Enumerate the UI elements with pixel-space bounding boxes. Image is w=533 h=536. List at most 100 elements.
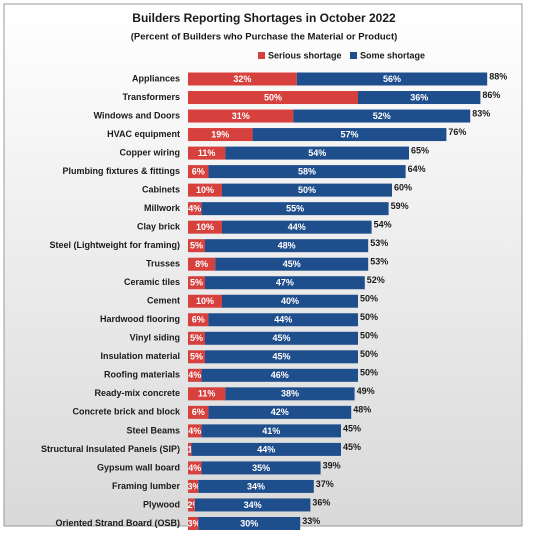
bar-segment (222, 183, 392, 197)
bar-segment (188, 146, 226, 160)
data-label: 52% (373, 111, 391, 121)
y-tick-label: Concrete brick and block (72, 407, 181, 417)
bar-segment (188, 276, 205, 290)
total-label: 76% (448, 127, 466, 137)
y-tick-label: Vinyl siding (130, 333, 180, 343)
data-label: 38% (281, 389, 299, 399)
bar-segment (188, 91, 358, 105)
y-tick-label: Steel (Lightweight for framing) (50, 240, 181, 250)
total-label: 54% (374, 220, 392, 230)
data-label: 30% (240, 518, 258, 528)
total-label: 86% (482, 90, 500, 100)
data-label: 35% (252, 463, 270, 473)
data-label: 40% (281, 296, 299, 306)
bar-segment (198, 479, 314, 493)
bar-segment (296, 72, 488, 86)
data-label: 50% (264, 92, 282, 102)
total-label: 39% (323, 460, 341, 470)
bar-segment (188, 331, 205, 345)
total-label: 50% (360, 368, 378, 378)
total-label: 88% (489, 71, 507, 81)
bar-segment (188, 202, 202, 216)
data-label: 6% (192, 166, 205, 176)
bar-segment (188, 479, 199, 493)
bar-segment (208, 405, 352, 419)
y-tick-label: Plumbing fixtures & fittings (62, 166, 180, 176)
total-label: 59% (391, 201, 409, 211)
y-tick-label: Insulation material (100, 351, 180, 361)
total-label: 33% (302, 516, 320, 526)
data-label: 41% (262, 426, 280, 436)
total-label: 36% (312, 497, 330, 507)
data-label: 34% (244, 500, 262, 510)
bar-segment (222, 220, 372, 234)
y-tick-label: Ceramic tiles (124, 277, 180, 287)
bar-segment (215, 257, 369, 271)
data-label: 4% (188, 463, 201, 473)
bar-segment (188, 368, 202, 382)
y-tick-label: Transformers (122, 92, 180, 102)
bar-segment (188, 387, 226, 401)
y-tick-label: Ready-mix concrete (94, 388, 180, 398)
y-tick-label: Appliances (132, 73, 180, 83)
total-label: 83% (472, 108, 490, 118)
bar-segment (205, 350, 358, 364)
data-label: 45% (283, 259, 301, 269)
y-tick-label: Oriented Strand Board (OSB) (55, 518, 180, 528)
chart-title: Builders Reporting Shortages in October … (132, 11, 396, 25)
bar-segment (188, 442, 192, 456)
y-tick-label: Trusses (146, 259, 180, 269)
data-label: 34% (247, 481, 265, 491)
data-label: 5% (190, 278, 203, 288)
data-label: 10% (196, 222, 214, 232)
data-label: 5% (190, 352, 203, 362)
bar-segment (222, 294, 358, 308)
y-tick-label: Millwork (144, 203, 181, 213)
data-label: 32% (233, 74, 251, 84)
legend-label: Serious shortage (268, 50, 342, 60)
bar-segment (188, 424, 202, 438)
bar-segment (188, 72, 297, 86)
bar-segment (188, 498, 195, 512)
bar-segment (188, 239, 205, 253)
bar-segment (358, 91, 481, 105)
total-label: 37% (316, 479, 334, 489)
y-tick-label: Plywood (143, 499, 180, 509)
total-label: 50% (360, 312, 378, 322)
data-label: 56% (383, 74, 401, 84)
data-label: 44% (288, 222, 306, 232)
bar-segment (188, 165, 209, 179)
data-label: 10% (196, 185, 214, 195)
legend-label: Some shortage (360, 50, 425, 60)
bar-segment (188, 257, 216, 271)
data-label: 50% (298, 185, 316, 195)
data-label: 58% (298, 166, 316, 176)
bar-segment (205, 331, 358, 345)
data-label: 4% (188, 204, 201, 214)
data-label: 54% (308, 148, 326, 158)
data-label: 36% (410, 92, 428, 102)
y-tick-label: Copper wiring (120, 147, 181, 157)
data-label: 3% (187, 481, 200, 491)
bar-segment (188, 183, 222, 197)
data-label: 6% (192, 407, 205, 417)
total-label: 50% (360, 294, 378, 304)
bar-segment (188, 294, 222, 308)
y-tick-label: Cabinets (142, 184, 180, 194)
data-label: 44% (274, 315, 292, 325)
data-label: 6% (192, 315, 205, 325)
y-tick-label: Steel Beams (126, 425, 180, 435)
data-label: 10% (196, 296, 214, 306)
bar-segment (293, 109, 471, 123)
total-label: 53% (370, 257, 388, 267)
bar-segment (188, 220, 222, 234)
bar-segment (198, 516, 301, 530)
total-label: 48% (353, 405, 371, 415)
data-label: 57% (340, 129, 358, 139)
data-label: 45% (272, 333, 290, 343)
bar-segment (201, 202, 389, 216)
data-label: 8% (195, 259, 208, 269)
total-label: 64% (408, 164, 426, 174)
chart-subtitle: (Percent of Builders who Purchase the Ma… (131, 32, 398, 43)
